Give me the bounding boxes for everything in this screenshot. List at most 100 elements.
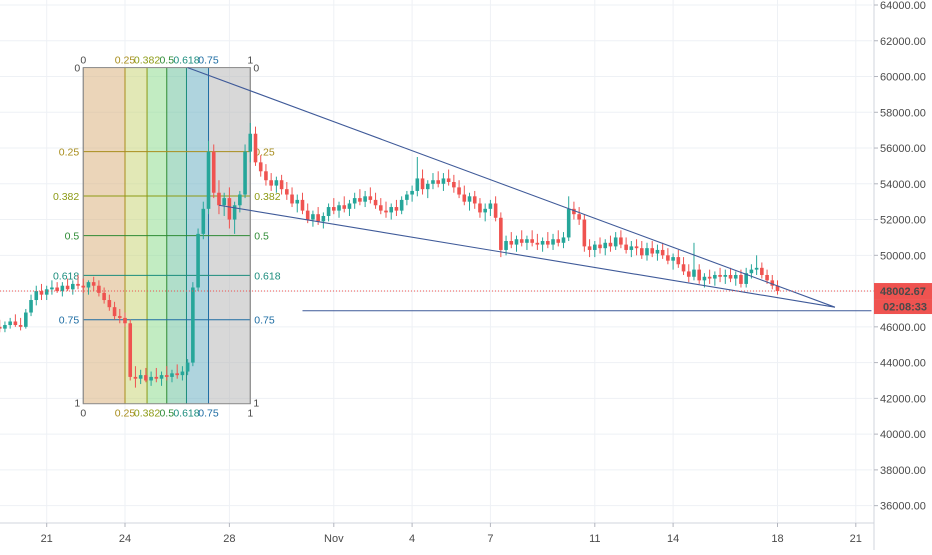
candle-body [634,246,639,249]
date-tick-label: 4 [409,533,415,545]
candle-body [55,287,59,292]
candle-body [535,242,540,245]
date-tick-label: Nov [324,533,344,545]
candle-body [566,208,571,238]
candle-body [587,246,592,250]
candle-body [91,282,96,286]
fib-level-label-right: 0.5 [254,231,269,243]
candle-body [676,257,681,265]
candle-body [154,376,159,379]
candle-body [493,203,498,218]
candle-body [775,285,780,292]
candle-body [613,237,618,247]
candle-body [368,196,373,200]
candle-body [144,375,148,381]
candle-body [488,203,493,209]
candle-body [138,375,143,379]
candle-body [243,151,247,195]
candle-body [551,239,555,245]
fib-top-label: 0.618 [173,55,199,67]
candle-body [206,151,211,209]
fib-level-label-left: 0.75 [59,315,80,327]
candle-body [483,208,487,213]
candle-body [692,269,696,277]
candle-body [702,276,707,281]
candle-body [112,307,117,317]
candle-body [164,375,169,377]
candle-body [629,246,634,250]
price-tick-label: 46000.00 [880,322,926,334]
candle-body [425,183,430,190]
candle-body [342,205,347,209]
fib-top-label: 0.75 [198,55,219,67]
candle-body [713,274,717,279]
candle-body [65,285,70,290]
candle-body [546,241,550,245]
candle-body [149,376,153,381]
trendline[interactable] [187,67,836,308]
candles [0,123,780,388]
candle-body [619,237,623,245]
candle-body [582,219,587,247]
candle-body [248,133,253,152]
candle-body [337,205,341,211]
candle-body [196,233,200,288]
candle-body [321,215,326,222]
candle-body [185,362,190,372]
fib-level-label-left: 0.382 [53,191,79,203]
candle-body [420,178,425,190]
candle-body [24,312,28,327]
price-tick-label: 64000.00 [880,0,926,12]
candle-body [744,273,748,284]
candle-body [561,237,566,243]
fib-level-label-right: 0.75 [254,315,275,327]
trendline[interactable] [218,204,836,308]
candle-body [624,244,628,250]
price-tick-label: 36000.00 [880,501,926,513]
trendlines[interactable] [187,67,872,312]
candle-body [556,239,561,243]
candle-body [232,205,237,220]
candle-body [191,287,195,363]
candle-body [530,239,534,243]
price-tick-label: 56000.00 [880,143,926,155]
fib-corner-left-bottom: 1 [74,398,80,410]
candle-body [718,274,722,277]
fib-level-label-right: 0.25 [254,147,275,159]
candle-body [13,321,18,326]
candle-body [44,289,49,295]
candle-body [3,325,7,329]
candle-body [76,283,80,286]
date-tick-label: 28 [223,533,235,545]
fib-top-label: 0.5 [159,55,174,67]
candle-body [415,178,420,191]
candle-body [86,282,91,288]
candle-body [71,283,75,290]
candle-body [300,199,305,211]
candle-body [723,274,728,277]
candle-body [608,242,613,247]
candle-body [39,291,44,295]
candle-body [295,199,300,204]
candle-body [227,198,232,220]
price-tick-label: 42000.00 [880,393,926,405]
fib-time-zone[interactable]: 000.250.250.3820.3820.50.50.6180.6180.75… [53,55,281,420]
fib-top-label: 0 [80,55,86,67]
candle-body [749,269,754,274]
countdown-badge [874,299,932,315]
candle-body [707,276,712,279]
candle-body [128,323,133,377]
candle-body [60,285,65,292]
candle-body [639,248,644,256]
candle-body [645,248,649,256]
candle-body [352,198,357,204]
candle-body [107,300,112,308]
candle-body [593,244,597,250]
candle-body [519,239,524,243]
candle-body [97,285,101,293]
fib-bottom-label: 0 [80,408,86,420]
date-tick-label: 14 [667,533,679,545]
